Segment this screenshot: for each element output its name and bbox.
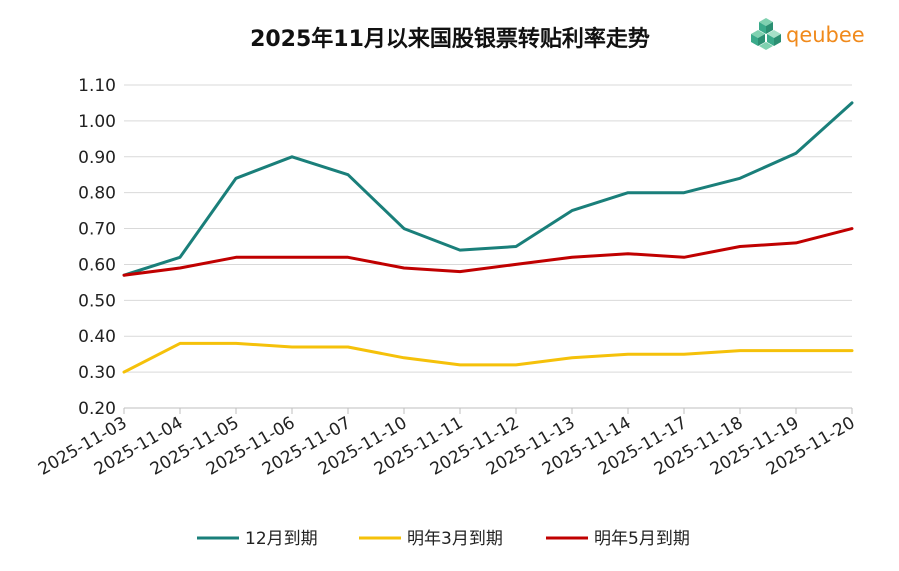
y-tick-label: 0.30 <box>78 363 116 383</box>
series-lines <box>122 101 854 374</box>
qeubee-logo: qeubee <box>751 18 865 50</box>
y-tick-label: 1.00 <box>78 112 116 132</box>
y-tick-label: 0.40 <box>78 327 116 347</box>
y-tick-label: 0.70 <box>78 220 116 240</box>
y-tick-label: 0.20 <box>78 399 116 419</box>
y-tick-label: 1.10 <box>78 76 116 96</box>
y-axis-ticks: 0.20 0.30 0.40 0.50 0.60 0.70 0.80 0.90 1.00 1.10 <box>78 76 116 419</box>
y-tick-label: 0.50 <box>78 291 116 311</box>
series-line <box>122 227 854 277</box>
x-axis <box>123 407 853 414</box>
legend-label: 12月到期 <box>245 529 318 549</box>
gridlines <box>124 84 852 373</box>
legend-label: 明年5月到期 <box>594 529 690 549</box>
y-tick-label: 0.80 <box>78 184 116 204</box>
series-line <box>122 101 854 277</box>
x-axis-tick-labels: 2025-11-032025-11-042025-11-052025-11-06… <box>35 413 859 480</box>
cube-logo-icon <box>751 18 781 50</box>
y-tick-label: 0.90 <box>78 148 116 168</box>
logo-text: qeubee <box>786 23 865 47</box>
series-line <box>122 341 854 374</box>
y-tick-label: 0.60 <box>78 255 116 275</box>
legend: 12月到期 明年3月到期 明年5月到期 <box>197 529 690 549</box>
chart-title: 2025年11月以来国股银票转贴利率走势 <box>250 26 650 52</box>
legend-label: 明年3月到期 <box>407 529 503 549</box>
